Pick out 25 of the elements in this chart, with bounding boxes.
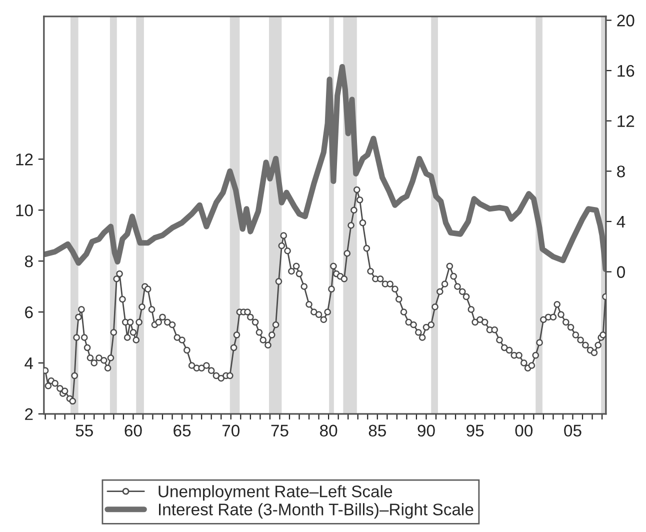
x-tick-label: 80 [320,424,338,437]
x-tick-label: 85 [368,424,386,437]
y2-tick-label: 8 [617,166,625,178]
x-tick-label: 55 [76,424,93,437]
y2-tick-label: 12 [618,115,634,127]
y2-tick-label: 0 [617,266,625,278]
y-tick-label: 6 [25,306,33,318]
y-tick-label: 12 [16,154,33,166]
y2-tick-label: 16 [618,64,634,77]
x-tick-label: 05 [564,424,582,437]
y-tick-label: 2 [25,408,33,420]
y2-tick-label: 20 [617,14,634,26]
x-tick-label: 65 [174,424,191,437]
x-tick-label: 00 [515,424,533,437]
y-tick-label: 4 [24,358,34,369]
x-tick-label: 95 [466,424,484,437]
x-tick-label: 70 [222,424,240,437]
legend-label: Unemployment Rate–Left Scale [158,485,392,501]
x-tick-label: 60 [124,424,142,437]
x-tick-label: 90 [418,424,435,437]
y-tick-label: 8 [24,255,33,268]
legend-label: Interest Rate (3-Month T-Bills)–Right Scale [159,503,474,519]
x-tick-label: 75 [271,424,288,437]
y-tick-label: 10 [16,204,33,216]
y2-tick-label: 4 [616,216,626,228]
